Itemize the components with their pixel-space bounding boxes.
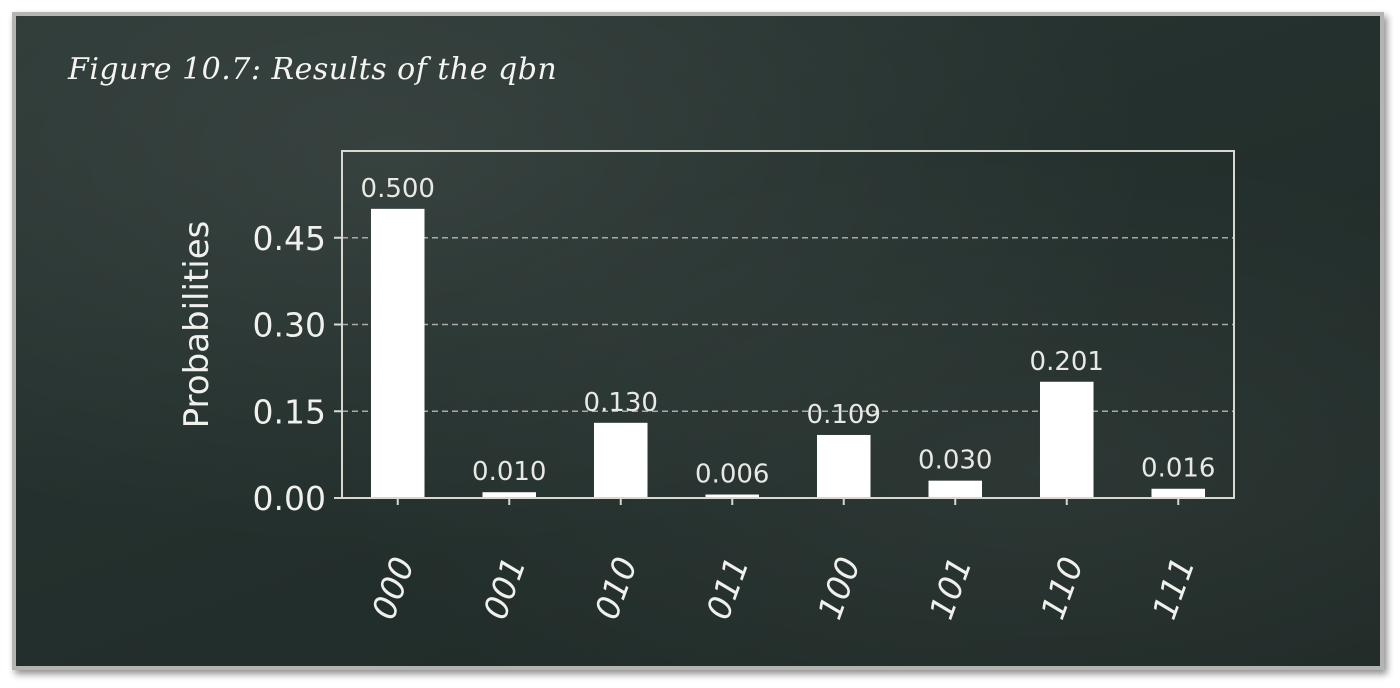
value-label-001: 0.010	[472, 457, 546, 487]
value-label-101: 0.030	[918, 446, 992, 476]
y-axis-ticks: 0.00 0.15 0.30 0.45	[253, 219, 342, 518]
y-tick-label: 0.45	[253, 219, 326, 258]
bars	[370, 208, 1206, 499]
value-label-110: 0.201	[1030, 347, 1104, 377]
value-label-000: 0.500	[361, 174, 435, 204]
x-tick-label-101: 101	[921, 552, 979, 625]
chalkboard: Figure 10.7: Results of the qbn 0.500 0.0…	[12, 12, 1384, 670]
x-tick-label-001: 001	[475, 552, 533, 625]
bar-100	[816, 434, 871, 498]
grid-lines	[342, 236, 1234, 413]
value-label-111: 0.016	[1141, 454, 1215, 484]
bar-111	[1151, 488, 1206, 498]
y-tick-label: 0.00	[253, 479, 326, 518]
figure-caption: Figure 10.7: Results of the qbn	[68, 52, 558, 87]
y-axis-title: Probabilities	[177, 221, 217, 429]
bar-000	[370, 208, 425, 499]
x-tick-label-110: 110	[1033, 552, 1091, 625]
y-tick-label: 0.15	[253, 392, 326, 431]
bar-001	[482, 492, 537, 498]
x-tick-label-010: 010	[587, 552, 645, 625]
y-tick-label: 0.30	[253, 306, 326, 345]
x-tick-label-000: 000	[364, 552, 422, 625]
bar-value-labels: 0.500 0.010 0.130 0.006 0.109 0.030 0.201 0.016	[361, 174, 1216, 490]
value-label-010: 0.130	[584, 388, 658, 418]
x-axis-ticks: 000 001 010 011 100 101 110 111	[364, 498, 1203, 624]
value-label-011: 0.006	[695, 460, 769, 490]
value-label-100: 0.109	[807, 400, 881, 430]
x-tick-label-111: 111	[1144, 552, 1202, 625]
x-tick-label-011: 011	[698, 552, 756, 625]
bar-010	[593, 422, 648, 498]
bar-chart: 0.500 0.010 0.130 0.006 0.109 0.030 0.201 0.016…	[177, 150, 1235, 624]
bar-101	[928, 480, 983, 498]
bar-011	[705, 494, 760, 498]
bar-110	[1039, 381, 1094, 498]
x-tick-label-100: 100	[810, 552, 868, 625]
